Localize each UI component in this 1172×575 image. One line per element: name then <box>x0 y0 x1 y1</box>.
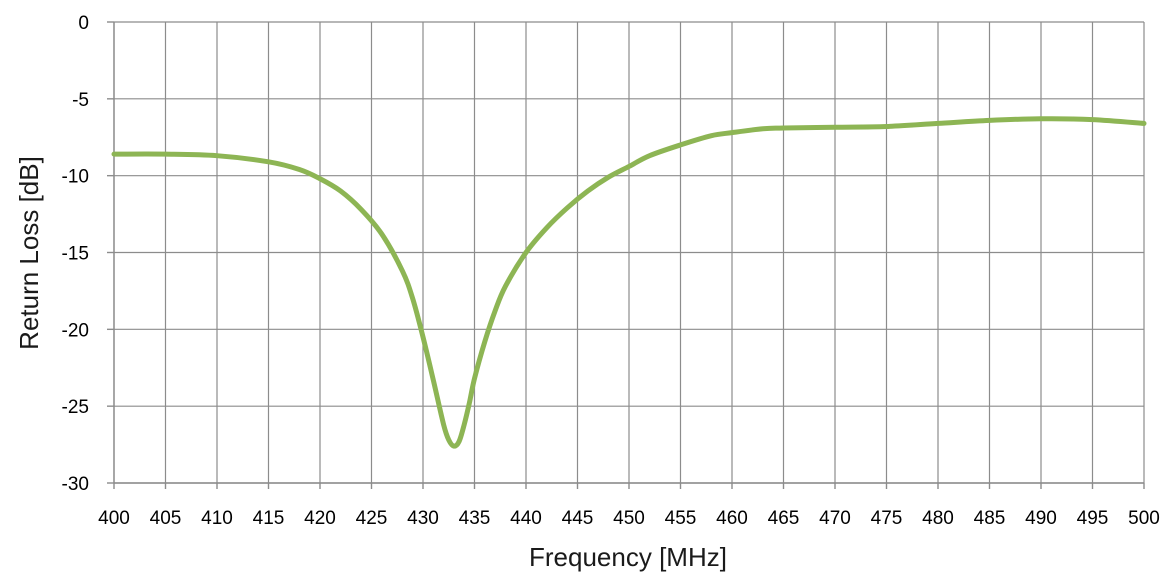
x-tick-label: 495 <box>1077 508 1109 529</box>
y-tick-label: -5 <box>72 90 89 111</box>
grid <box>113 21 1145 484</box>
y-axis-title: Return Loss [dB] <box>14 156 44 350</box>
x-tick-label: 425 <box>356 508 388 529</box>
x-tick-label: 435 <box>459 508 491 529</box>
x-tick-label: 490 <box>1025 508 1057 529</box>
x-tick-label: 405 <box>150 508 182 529</box>
x-tick-label: 475 <box>871 508 903 529</box>
x-tick-label: 485 <box>974 508 1006 529</box>
x-tick-label: 430 <box>407 508 439 529</box>
y-tick-label: -20 <box>62 320 89 341</box>
series-layer <box>111 116 1147 449</box>
axes <box>107 21 1145 489</box>
x-tick-label: 450 <box>613 508 645 529</box>
x-tick-label: 470 <box>819 508 851 529</box>
x-tick-label: 480 <box>922 508 954 529</box>
x-tick-label: 500 <box>1128 508 1160 529</box>
x-tick-label: 410 <box>201 508 233 529</box>
x-tick-labels: 400 405 410 415 420 425 430 435 440 445 450 455 460 4… <box>98 508 1160 529</box>
x-axis-title: Frequency [MHz] <box>529 542 727 572</box>
x-tick-label: 455 <box>665 508 697 529</box>
series-line-0 <box>111 116 1147 449</box>
y-tick-label: -10 <box>62 167 89 188</box>
y-tick-labels: 0 -5 -10 -15 -20 -25 -30 <box>62 13 89 495</box>
x-tick-label: 445 <box>562 508 594 529</box>
x-tick-label: 420 <box>304 508 336 529</box>
y-tick-label: -30 <box>62 474 89 495</box>
x-tick-label: 415 <box>253 508 285 529</box>
x-tick-label: 460 <box>716 508 748 529</box>
x-tick-label: 465 <box>768 508 800 529</box>
y-tick-label: -25 <box>62 397 89 418</box>
y-tick-label: -15 <box>62 244 89 265</box>
x-tick-label: 440 <box>510 508 542 529</box>
x-tick-label: 400 <box>98 508 130 529</box>
y-tick-label: 0 <box>78 13 89 34</box>
